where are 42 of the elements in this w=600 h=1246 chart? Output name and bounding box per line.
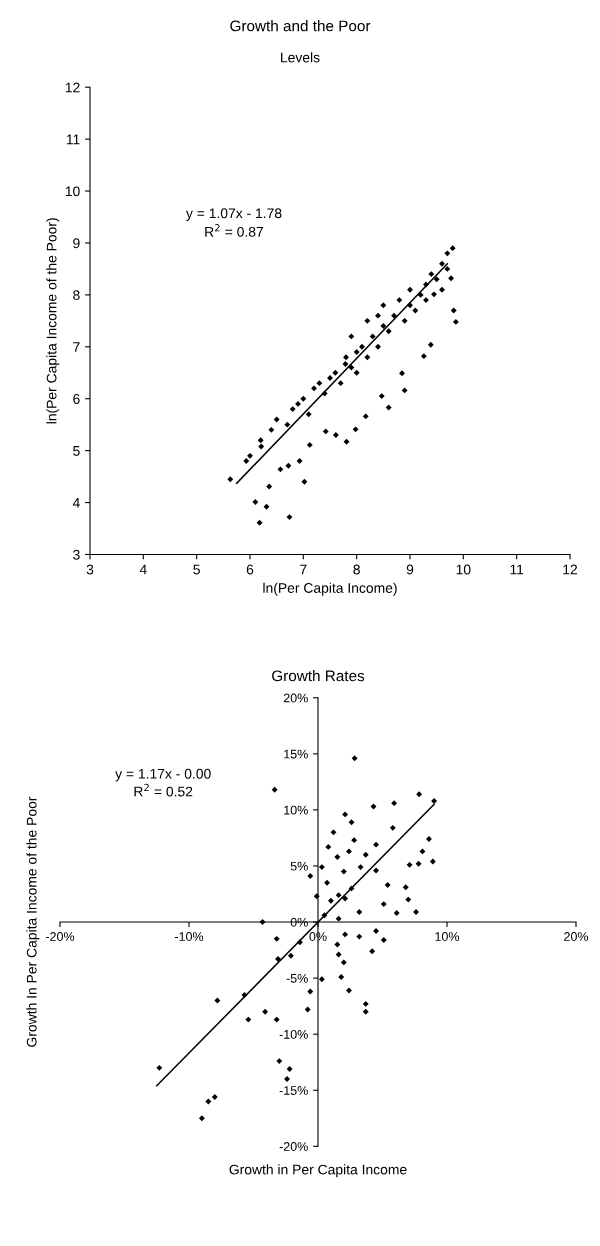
x-tick-label: 10% [435, 932, 460, 941]
y-axis-title: Growth In Per Capita Income of the Poor [26, 796, 40, 1047]
y-tick-label: -15% [279, 1086, 308, 1095]
x-tick-label: 10 [456, 564, 471, 575]
annotation: R$^{2}$ = 0.52 [134, 783, 193, 797]
y-tick-label: 20% [283, 693, 308, 703]
y-tick-label: -20% [279, 1142, 308, 1151]
y-tick-label: 0% [290, 917, 308, 927]
x-tick-label: 12 [563, 564, 578, 575]
annotation: y = 1.17x - 0.00 [115, 768, 211, 782]
y-tick-label: 10 [65, 186, 80, 197]
x-axis-title: ln(Per Capita Income) [263, 582, 397, 596]
y-tick-label: 5% [290, 861, 308, 871]
chart-subtitle: Levels [281, 52, 320, 63]
x-tick-label: 4 [139, 564, 147, 575]
chart-title: Growth Rates [272, 670, 365, 682]
y-tick-label: 3 [73, 549, 80, 560]
y-tick-label: 8 [73, 290, 80, 301]
y-tick-label: 7 [73, 342, 80, 352]
x-tick-label: 3 [86, 564, 94, 575]
y-tick-label: -10% [279, 1029, 308, 1039]
chart-title: Growth and the Poor [230, 20, 371, 32]
y-tick-label: 12 [65, 82, 80, 93]
x-tick-label: 9 [406, 564, 414, 575]
y-tick-label: 15% [284, 749, 308, 759]
y-tick-label: 9 [73, 238, 80, 249]
y-tick-label: 4 [72, 498, 80, 508]
x-axis-title: Growth in Per Capita Income [229, 1164, 407, 1178]
y-tick-label: 5 [73, 446, 80, 456]
annotation: y = 1.07x - 1.78 [185, 208, 282, 221]
y-tick-label: 6 [73, 394, 80, 404]
x-tick-label: 11 [510, 564, 524, 575]
y-tick-label: 11 [66, 134, 80, 145]
y-axis-title: ln(Per Capita Income of the Poor) [46, 218, 60, 424]
x-tick-label: -10% [174, 932, 204, 941]
y-tick-label: 10% [284, 805, 308, 815]
x-tick-label: 6 [246, 564, 254, 575]
x-tick-label: 20% [564, 932, 589, 941]
x-tick-label: 8 [353, 564, 360, 575]
annotation: R$^{2}$ = 0.87 [205, 224, 264, 237]
x-tick-label: 5 [193, 564, 200, 575]
y-tick-label: -5% [286, 973, 308, 983]
